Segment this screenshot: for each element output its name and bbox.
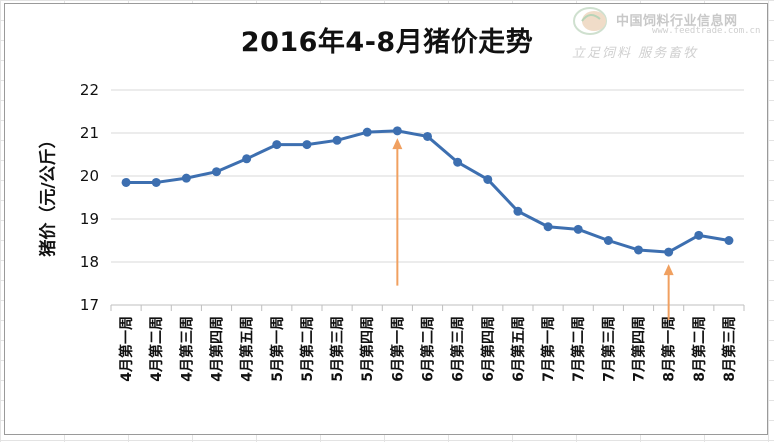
watermark-slogan: 立足饲料 服务畜牧: [572, 46, 699, 61]
data-point-0-18[interactable]: [664, 247, 674, 257]
y-tick-label-0: 17: [80, 296, 99, 314]
data-point-0-19[interactable]: [694, 230, 704, 240]
data-point-0-4[interactable]: [242, 154, 252, 164]
data-point-0-8[interactable]: [362, 127, 372, 137]
data-point-0-15[interactable]: [573, 224, 583, 234]
data-point-0-20[interactable]: [724, 236, 734, 245]
annotation-arrow-head-0: [392, 138, 403, 150]
x-tick-label-7: 5月第三周: [329, 316, 346, 382]
x-tick-label-8: 5月第四周: [359, 316, 376, 382]
y-tick-label-3: 20: [80, 167, 99, 185]
data-point-0-17[interactable]: [634, 245, 643, 255]
data-point-0-14[interactable]: [543, 222, 553, 232]
x-tick-label-15: 7月第二周: [570, 316, 587, 382]
x-tick-label-3: 4月第四周: [209, 316, 226, 382]
watermark-url: www.feedtrade.com.cn: [652, 26, 761, 36]
data-point-0-1[interactable]: [151, 177, 161, 187]
data-point-0-0[interactable]: [121, 177, 131, 187]
data-point-0-6[interactable]: [302, 140, 312, 150]
x-tick-label-17: 7月第四周: [631, 316, 648, 382]
data-point-0-9[interactable]: [392, 126, 402, 136]
annotation-arrow-head-1: [663, 264, 674, 276]
x-tick-label-20: 8月第三周: [721, 316, 738, 382]
data-point-0-11[interactable]: [453, 157, 463, 167]
feedtrade-logo-icon: [573, 7, 607, 35]
x-tick-label-1: 4月第二周: [148, 316, 165, 382]
data-point-0-10[interactable]: [423, 131, 432, 141]
data-point-0-3[interactable]: [212, 167, 221, 177]
x-tick-label-18: 8月第一周: [661, 316, 678, 382]
y-tick-label-1: 18: [80, 253, 99, 271]
y-tick-label-4: 21: [80, 124, 99, 142]
data-point-0-16[interactable]: [603, 236, 613, 245]
x-tick-label-11: 6月第三周: [450, 316, 467, 382]
y-tick-label-2: 19: [80, 210, 99, 228]
y-tick-label-5: 22: [80, 81, 99, 99]
x-tick-label-14: 7月第一周: [540, 316, 557, 382]
data-point-0-7[interactable]: [332, 135, 342, 145]
x-tick-label-10: 6月第二周: [420, 316, 437, 382]
x-tick-label-13: 6月第五周: [510, 316, 527, 382]
x-tick-label-12: 6月第四周: [480, 316, 497, 382]
data-point-0-2[interactable]: [181, 173, 191, 183]
x-tick-label-19: 8月第二周: [691, 316, 708, 382]
watermark: 中国饲料行业信息网 www.feedtrade.com.cn 立足饲料 服务畜牧: [572, 4, 768, 68]
series-line-0: [126, 129, 730, 254]
x-tick-label-9: 6月第一周: [389, 316, 406, 382]
x-tick-label-16: 7月第三周: [600, 316, 617, 382]
x-tick-label-2: 4月第三周: [178, 316, 195, 382]
watermark-site-name: 中国饲料行业信息网: [616, 14, 738, 29]
data-point-0-5[interactable]: [272, 140, 282, 150]
x-tick-label-5: 5月第一周: [269, 316, 286, 382]
x-tick-label-6: 5月第二周: [299, 316, 316, 382]
x-tick-label-0: 4月第一周: [118, 316, 135, 382]
data-point-0-13[interactable]: [513, 206, 523, 216]
x-tick-label-4: 4月第五周: [239, 316, 256, 382]
data-point-0-12[interactable]: [483, 174, 493, 184]
chart-title: 2016年4-8月猪价走势: [240, 27, 534, 58]
